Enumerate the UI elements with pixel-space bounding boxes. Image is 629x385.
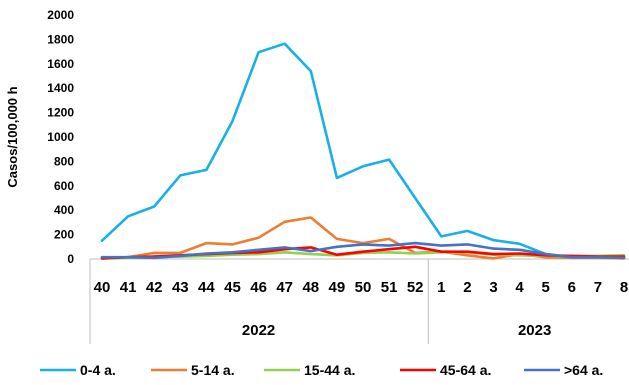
x-tick-label: 6: [568, 279, 576, 296]
x-tick-label: 40: [94, 279, 111, 296]
legend-label: 15-44 a.: [304, 362, 355, 378]
y-tick-label: 1200: [47, 106, 74, 120]
series-line-5: [100, 241, 626, 260]
y-tick-label: 800: [54, 154, 74, 168]
x-tick-label: 3: [489, 279, 497, 296]
x-tick-label: 5: [542, 279, 550, 296]
year-group-label: 2023: [518, 322, 551, 339]
y-tick-label: 2000: [47, 8, 74, 22]
y-tick-label: 400: [54, 203, 74, 217]
x-tick-label: 2: [463, 279, 471, 296]
x-tick-label: 4: [515, 279, 524, 296]
y-tick-label: 1000: [47, 130, 74, 144]
x-tick-label: 41: [120, 279, 137, 296]
x-tick-label: 43: [172, 279, 189, 296]
x-tick-label: 50: [355, 279, 372, 296]
x-tick-label: 49: [329, 279, 346, 296]
x-tick-label: 1: [437, 279, 445, 296]
series-line-1: [100, 42, 626, 260]
legend-label: 5-14 a.: [191, 362, 235, 378]
legend-label: 0-4 a.: [80, 362, 116, 378]
x-tick-label: 52: [407, 279, 424, 296]
year-group-label: 2022: [242, 322, 275, 339]
x-tick-label: 8: [620, 279, 628, 296]
x-tick-label: 47: [276, 279, 293, 296]
x-tick-label: 7: [594, 279, 602, 296]
x-tick-label: 45: [224, 279, 241, 296]
y-tick-label: 200: [54, 228, 74, 242]
y-axis-title: Casos/100,000 h: [5, 86, 20, 187]
y-tick-label: 0: [67, 252, 74, 266]
legend-label: >64 a.: [564, 362, 603, 378]
x-tick-label: 51: [381, 279, 398, 296]
y-tick-label: 1800: [47, 32, 74, 46]
y-tick-label: 600: [54, 179, 74, 193]
x-tick-label: 42: [146, 279, 163, 296]
x-tick-label: 44: [198, 279, 215, 296]
y-tick-label: 1600: [47, 57, 74, 71]
y-tick-label: 1400: [47, 81, 74, 95]
x-tick-label: 46: [250, 279, 267, 296]
legend-label: 45-64 a.: [440, 362, 491, 378]
x-tick-label: 48: [302, 279, 319, 296]
